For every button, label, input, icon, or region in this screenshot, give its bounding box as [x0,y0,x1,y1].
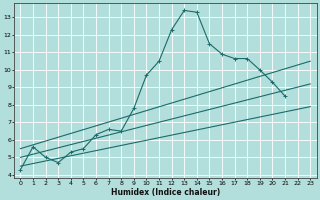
X-axis label: Humidex (Indice chaleur): Humidex (Indice chaleur) [111,188,220,197]
